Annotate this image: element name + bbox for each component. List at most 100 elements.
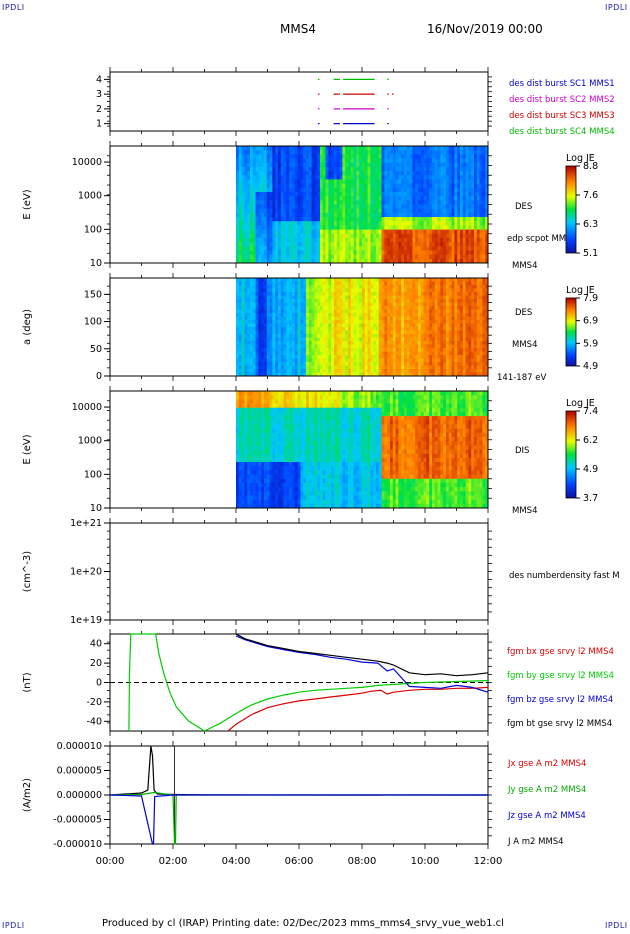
- spectrogram-cell: [415, 258, 419, 264]
- spectrogram-cell: [289, 281, 293, 286]
- spectrogram-cell: [448, 196, 452, 201]
- spectrogram-cell: [471, 254, 475, 260]
- spectrogram-cell: [300, 330, 304, 335]
- spectrogram-cell: [275, 327, 279, 331]
- spectrogram-cell: [322, 191, 326, 197]
- spectrogram-cell: [297, 285, 301, 289]
- spectrogram-cell: [266, 313, 270, 317]
- spectrogram-cell: [275, 334, 279, 338]
- spectrogram-cell: [384, 330, 388, 335]
- spectrogram-cell: [280, 208, 284, 214]
- spectrogram-cell: [238, 278, 242, 282]
- spectrogram-cell: [286, 146, 290, 151]
- spectrogram-cell: [432, 183, 436, 189]
- spectrogram-cell: [451, 337, 455, 342]
- spectrogram-cell: [376, 242, 380, 247]
- spectrogram-cell: [401, 258, 405, 264]
- spectrogram-cell: [286, 187, 290, 193]
- spectrogram-cell: [278, 250, 282, 256]
- spectrogram-cell: [415, 250, 419, 256]
- spectrogram-cell: [440, 285, 444, 289]
- spectrogram-cell: [462, 158, 466, 164]
- spectrogram-cell: [395, 187, 399, 193]
- spectrogram-cell: [429, 162, 433, 168]
- spectrogram-cell: [356, 221, 360, 226]
- spectrogram-cell: [476, 154, 480, 159]
- spectrogram-cell: [317, 196, 321, 201]
- spectrogram-cell: [238, 171, 242, 176]
- spectrogram-cell: [418, 158, 422, 164]
- spectrogram-cell: [446, 146, 450, 151]
- spectrogram-cell: [275, 179, 279, 185]
- spectrogram-cell: [398, 200, 402, 205]
- spectrogram-cell: [468, 146, 472, 151]
- spectrogram-cell: [272, 154, 276, 159]
- spectrogram-cell: [241, 344, 245, 349]
- spectrogram-cell: [339, 292, 343, 296]
- spectrogram-cell: [266, 179, 270, 185]
- spectrogram-cell: [415, 309, 419, 314]
- spectrogram-cell: [320, 171, 324, 176]
- spectrogram-cell: [420, 358, 424, 363]
- spectrogram-cell: [373, 212, 377, 218]
- spectrogram-cell: [294, 204, 298, 210]
- spectrogram-cell: [429, 369, 433, 373]
- spectrogram-cell: [336, 281, 340, 286]
- spectrogram-cell: [300, 196, 304, 201]
- spectrogram-cell: [378, 200, 382, 205]
- spectrogram-cell: [404, 288, 408, 293]
- spectrogram-cell: [409, 162, 413, 168]
- spectrogram-cell: [359, 358, 363, 363]
- spectrogram-cell: [314, 225, 318, 230]
- spectrogram-cell: [275, 337, 279, 342]
- spectrogram-cell: [297, 306, 301, 310]
- spectrogram-cell: [404, 158, 408, 164]
- spectrogram-cell: [339, 221, 343, 226]
- spectrogram-cell: [261, 204, 265, 210]
- spectrogram-cell: [266, 154, 270, 159]
- spectrogram-cell: [269, 278, 273, 282]
- spectrogram-cell: [258, 334, 262, 338]
- spectrogram-cell: [261, 302, 265, 307]
- spectrogram-cell: [322, 288, 326, 293]
- spectrogram-cell: [370, 191, 374, 197]
- spectrogram-cell: [311, 295, 315, 300]
- spectrogram-cell: [362, 355, 366, 359]
- spectrogram-cell: [440, 299, 444, 303]
- spectrogram-cell: [465, 212, 469, 218]
- spectrogram-cell: [404, 306, 408, 310]
- spectrogram-cell: [378, 254, 382, 260]
- spectrogram-cell: [474, 208, 478, 214]
- spectrogram-cell: [409, 372, 413, 377]
- spectrogram-cell: [252, 158, 256, 164]
- spectrogram-cell: [292, 187, 296, 193]
- spectrogram-cell: [418, 320, 422, 324]
- spectrogram-cell: [353, 351, 357, 356]
- spectrogram-cell: [311, 369, 315, 373]
- spectrogram-cell: [320, 196, 324, 201]
- spectrogram-cell: [322, 150, 326, 155]
- spectrogram-cell: [454, 246, 458, 251]
- spectrogram-cell: [317, 313, 321, 317]
- spectrogram-cell: [300, 258, 304, 264]
- spectrogram-cell: [238, 358, 242, 363]
- spectrogram-cell: [454, 237, 458, 243]
- spectrogram-cell: [476, 233, 480, 239]
- spectrogram-cell: [462, 225, 466, 230]
- spectrogram-cell: [314, 344, 318, 349]
- spectrogram-cell: [325, 175, 329, 180]
- spectrogram-cell: [415, 288, 419, 293]
- spectrogram-cell: [429, 285, 433, 289]
- spectrogram-cell: [283, 313, 287, 317]
- spectrogram-cell: [322, 229, 326, 235]
- spectrogram-cell: [264, 183, 268, 189]
- spectrogram-cell: [364, 299, 368, 303]
- spectrogram-cell: [415, 313, 419, 317]
- spectrogram-cell: [339, 327, 343, 331]
- spectrogram-cell: [252, 196, 256, 201]
- spectrogram-cell: [286, 200, 290, 205]
- spectrogram-cell: [308, 355, 312, 359]
- spectrogram-cell: [412, 242, 416, 247]
- spectrogram-cell: [258, 221, 262, 226]
- spectrogram-cell: [390, 330, 394, 335]
